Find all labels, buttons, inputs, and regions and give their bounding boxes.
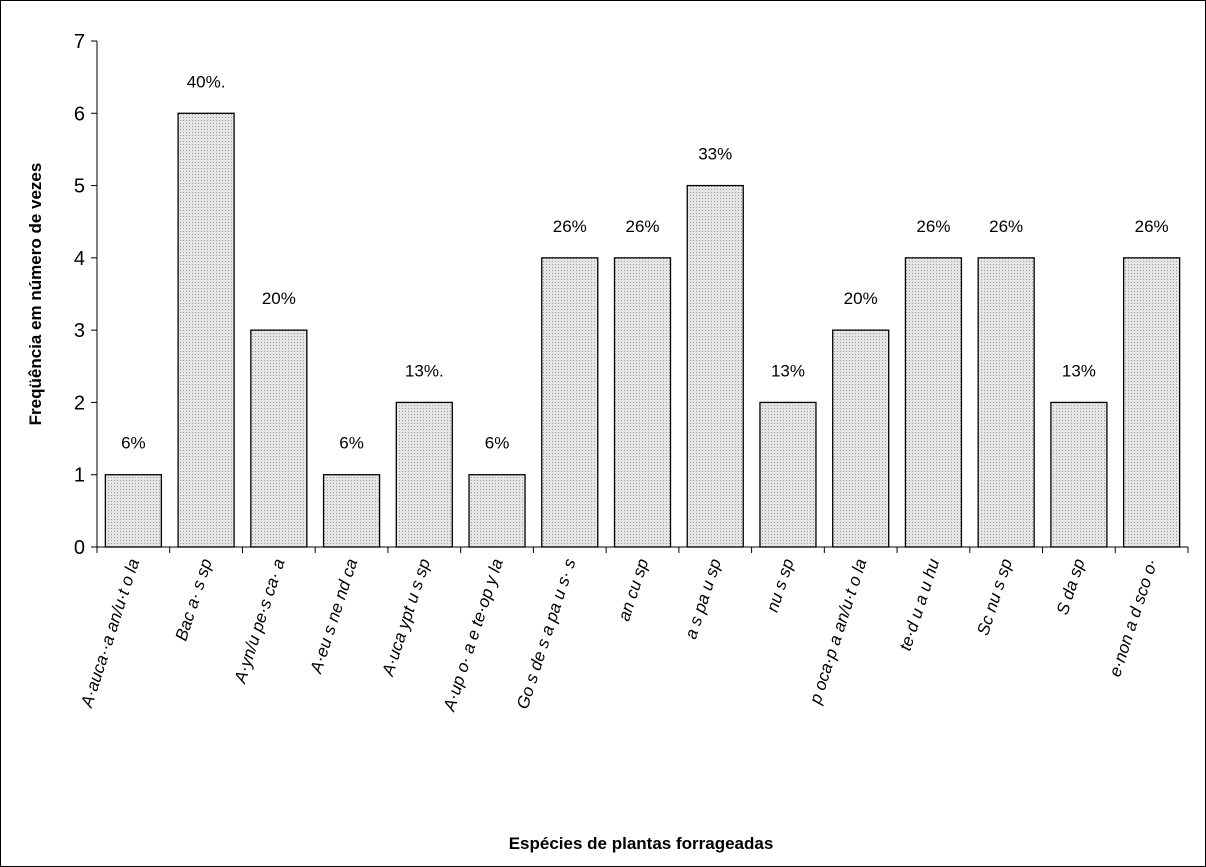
x-category-label: te·d u a u hu — [896, 556, 944, 653]
bar-data-label: 26% — [553, 217, 587, 236]
x-category-label: A·yn/u pe·s ca· a — [230, 556, 288, 686]
x-category-label: A·up o· a e te·op y la — [439, 556, 506, 714]
bar-data-label: 40%. — [187, 72, 226, 91]
bar — [613, 257, 672, 548]
bar-data-label: 26% — [989, 217, 1023, 236]
bar — [1050, 401, 1108, 548]
x-category-label: an cu sp — [614, 556, 652, 623]
bar-data-label: 13% — [1062, 361, 1096, 380]
x-axis — [96, 546, 1189, 553]
x-category-label: p oca·p a an/u·t o la — [805, 556, 870, 707]
bar — [759, 401, 817, 548]
bar — [832, 329, 890, 548]
y-tick-label: 0 — [74, 537, 85, 559]
y-tick-label: 4 — [74, 248, 85, 270]
bar — [104, 474, 163, 548]
x-category-label: nu s sp — [763, 556, 798, 614]
y-axis-title: Freqüência em número de vezes — [26, 163, 45, 426]
bar — [977, 257, 1035, 548]
y-tick-label: 1 — [74, 465, 85, 487]
bar-data-label: 6% — [121, 434, 146, 453]
bar-data-label: 33% — [698, 145, 732, 164]
x-category-label: S da sp — [1053, 556, 1089, 617]
bar — [177, 112, 235, 548]
bar — [541, 257, 599, 548]
bar-data-label: 20% — [844, 289, 878, 308]
x-category-label: A·uca ypt u s sp — [378, 556, 434, 679]
bar-data-label: 13%. — [405, 361, 444, 380]
y-tick-label: 7 — [74, 31, 85, 53]
bar — [904, 257, 963, 548]
category-labels: A·auca··a an/u·t o la Bac a· s sp A·yn/u p… — [77, 556, 1162, 714]
bar-data-label: 26% — [916, 217, 950, 236]
data-labels: 6% 40%. 20% 6% 13%. 6% 26% 26% 33% 13% 20% 26% 26% 13… — [121, 72, 1169, 452]
y-axis: 0 1 2 3 4 5 6 7 — [74, 31, 98, 559]
x-category-label: Bac a· s sp — [172, 556, 216, 643]
bar-data-label: 6% — [339, 434, 364, 453]
bar — [250, 329, 308, 548]
bar-data-label: 13% — [771, 361, 805, 380]
bar-data-label: 26% — [625, 217, 659, 236]
x-category-label: A·eu s ne nd ca — [306, 556, 361, 676]
bar — [468, 474, 526, 548]
bar — [686, 184, 744, 548]
x-category-label: e·non a d sco o· — [1105, 556, 1161, 679]
x-category-label: Go s de s a pa u s· s — [513, 556, 580, 712]
bars — [104, 112, 1181, 548]
x-category-label: Sc nu s sp — [973, 556, 1016, 637]
bar — [395, 401, 453, 548]
bar-data-label: 20% — [262, 289, 296, 308]
bar-data-label: 26% — [1135, 217, 1169, 236]
x-category-label: a s pa u sp — [681, 556, 725, 641]
y-tick-label: 2 — [74, 392, 85, 414]
bar-data-label: 6% — [485, 434, 510, 453]
x-category-label: A·auca··a an/u·t o la — [77, 556, 143, 710]
bar — [322, 474, 381, 548]
bar — [1122, 257, 1181, 548]
y-tick-label: 3 — [74, 320, 85, 342]
y-tick-label: 5 — [74, 176, 85, 198]
y-tick-label: 6 — [74, 103, 85, 125]
x-axis-title: Espécies de plantas forrageadas — [509, 834, 774, 853]
